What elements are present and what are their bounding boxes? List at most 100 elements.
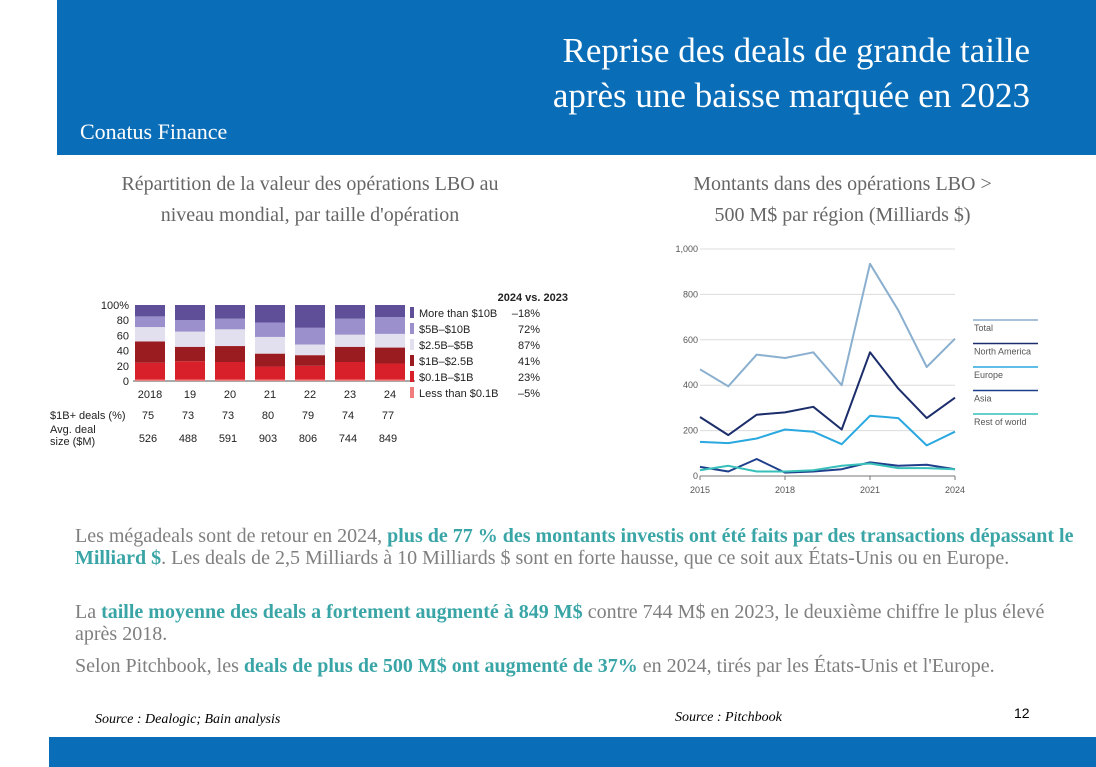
table-row-label: Avg. deal (50, 424, 96, 436)
bar-segment (215, 318, 245, 330)
y-tick-label: 20 (117, 361, 129, 373)
x-tick-label: 2015 (690, 485, 710, 495)
legend-change: –18% (512, 308, 540, 320)
page-number: 12 (1014, 705, 1030, 721)
bar-chart-title: Répartition de la valeur des opérations … (70, 169, 550, 231)
table-cell: 80 (262, 410, 274, 422)
bar-segment (215, 329, 245, 347)
bar-segment (295, 379, 325, 381)
legend-label: Total (974, 323, 993, 333)
bar-segment (375, 333, 405, 348)
x-tick-label: 22 (304, 389, 316, 401)
paragraph-text: Selon Pitchbook, les (75, 655, 244, 677)
table-cell: 77 (382, 410, 394, 422)
bar-segment (175, 346, 205, 362)
table-cell: 488 (179, 433, 197, 445)
stacked-bar-chart: 0 20 40 60 80 100% 2018 19 20 21 22 23 24 2024 vs. 20… (50, 292, 568, 448)
bar-segment (135, 379, 165, 381)
paragraph-text: . Les deals de 2,5 Milliards à 10 Millia… (161, 547, 1010, 569)
x-tick-label: 2018 (138, 389, 162, 401)
bar-segment (175, 331, 205, 347)
paragraph-text: en 2024, tirés par les États-Unis et l'E… (637, 655, 995, 677)
bar-segment (375, 363, 405, 380)
bar-segment (135, 341, 165, 363)
page-title-line2: après une baisse marquée en 2023 (552, 76, 1030, 115)
paragraph-text: La (75, 601, 102, 623)
x-tick-label: 21 (264, 389, 276, 401)
legend-label: $0.1B–$1B (419, 372, 473, 384)
x-tick-label: 2018 (775, 485, 795, 495)
bar-segment (375, 347, 405, 364)
legend-label: North America (974, 347, 1031, 357)
table-cell: 903 (259, 433, 277, 445)
legend-swatch (410, 323, 414, 334)
series-line (699, 351, 956, 437)
bar-segment (175, 305, 205, 321)
series-line (699, 462, 956, 473)
bar-segment (135, 305, 165, 317)
bar-segment (335, 305, 365, 319)
y-tick-label: 0 (123, 376, 129, 388)
legend-change: 41% (518, 356, 540, 368)
bar-segment (175, 379, 205, 381)
paragraph-text: contre 744 M$ en 2023, le deuxième chiff… (75, 601, 1045, 645)
bar-segment (335, 362, 365, 380)
y-tick-label: 0 (693, 471, 698, 481)
legend-label: Asia (974, 394, 992, 404)
bar-segment (335, 379, 365, 381)
legend-change: 72% (518, 324, 540, 336)
bar-segment (295, 305, 325, 328)
bar-segment (215, 362, 245, 380)
legend-change: 87% (518, 340, 540, 352)
x-tick-label: 19 (184, 389, 196, 401)
bar-segment (295, 365, 325, 380)
bar-segment (135, 362, 165, 380)
line-chart-title-line2: 500 M$ par région (Milliards $) (714, 204, 971, 226)
bar-segment (295, 355, 325, 366)
series-line (699, 262, 956, 388)
header-banner (57, 0, 1096, 155)
bar-segment (255, 379, 285, 381)
legend-change: 23% (518, 372, 540, 384)
bar-segment (375, 317, 405, 334)
source-dealogic: Source : Dealogic; Bain analysis (95, 712, 281, 727)
bar-chart-title-line2: niveau mondial, par taille d'opération (160, 204, 460, 226)
y-tick-label: 40 (117, 346, 129, 358)
table-row-label: $1B+ deals (%) (50, 410, 126, 422)
y-tick-label: 200 (683, 426, 698, 436)
bar-segment (335, 334, 365, 347)
legend-swatch (410, 387, 414, 398)
line-chart-title: Montants dans des opérations LBO > 500 M… (615, 169, 1070, 231)
legend-swatch (410, 339, 414, 350)
legend-swatch (410, 355, 414, 366)
legend-swatch (410, 307, 414, 318)
table-cell: 79 (302, 410, 314, 422)
table-cell: 591 (219, 433, 237, 445)
highlight-text: plus de 77 % des montants investis ont é… (75, 525, 1074, 569)
y-tick-label: 100% (101, 300, 129, 312)
y-tick-label: 60 (117, 330, 129, 342)
source-pitchbook: Source : Pitchbook (675, 710, 782, 725)
page-title-line1: Reprise des deals de grande taille (562, 31, 1030, 70)
legend-label: $2.5B–$5B (419, 340, 473, 352)
legend-change: –5% (518, 388, 540, 400)
series-line (699, 458, 956, 474)
table-cell: 75 (142, 410, 154, 422)
bar-segment (335, 318, 365, 335)
bar-segment (295, 327, 325, 345)
table-cell: 806 (299, 433, 317, 445)
bar-segment (255, 353, 285, 367)
bar-segment (215, 305, 245, 319)
line-chart-title-line1: Montants dans des opérations LBO > (693, 173, 992, 195)
legend-label: More than $10B (419, 308, 497, 320)
table-cell: 74 (342, 410, 354, 422)
table-cell: 526 (139, 433, 157, 445)
bar-segment (255, 322, 285, 337)
highlight-text: deals de plus de 500 M$ ont augmenté de … (243, 655, 638, 677)
y-tick-label: 80 (117, 315, 129, 327)
bar-chart-title-line1: Répartition de la valeur des opérations … (121, 173, 499, 195)
bar-segment (135, 327, 165, 342)
legend-label: Less than $0.1B (419, 388, 499, 400)
x-tick-label: 2021 (860, 485, 880, 495)
legend-label: Europe (974, 370, 1003, 380)
